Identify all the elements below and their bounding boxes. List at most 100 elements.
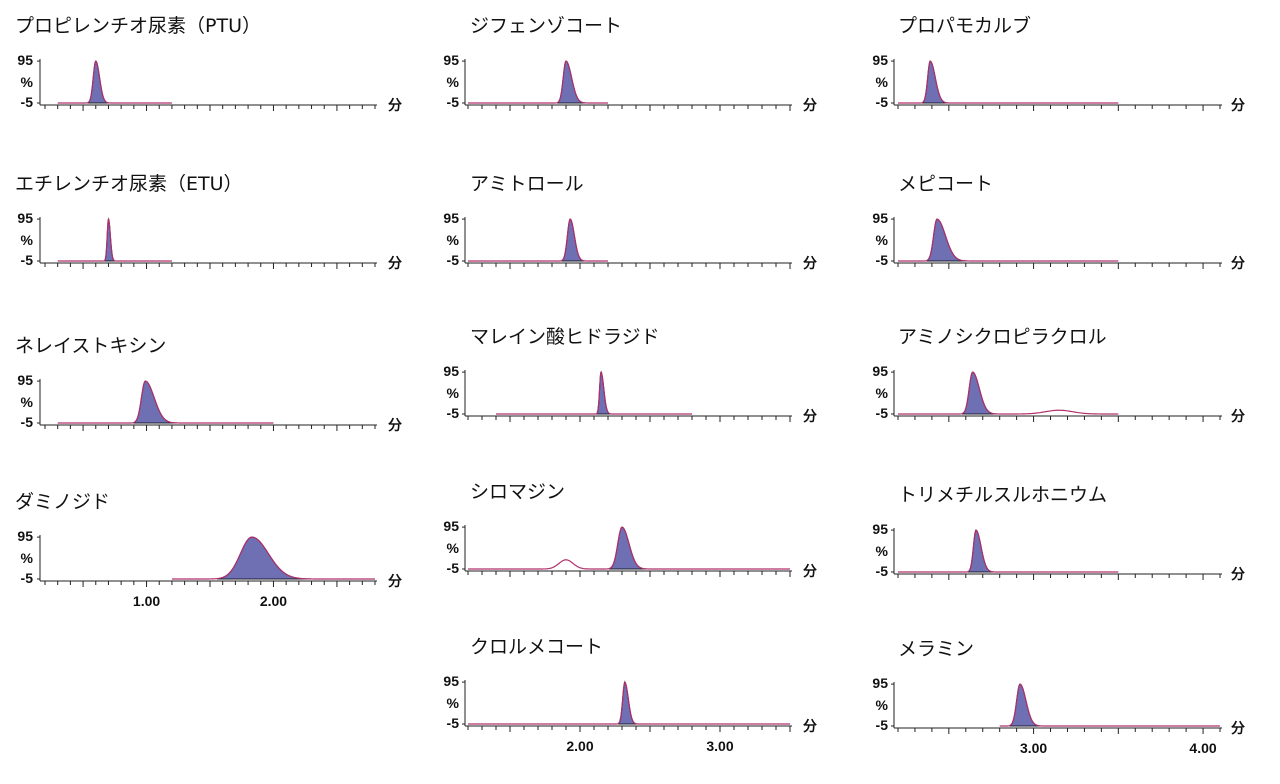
signal-trace [898,529,1119,573]
chromatogram-panel: ダミノジド 95% -5 分 1.00 2.00 [15,491,402,609]
chromatogram-panel: クロルメコート 95% -5 分 2.00 3.00 [443,636,817,754]
signal-trace [171,536,375,580]
x-unit-label: 分 [803,256,817,272]
y-tick-label: % [876,232,889,248]
y-tick-label: % [447,74,460,90]
y-tick-label: -5 [876,94,889,110]
y-tick-label: 95 [17,52,33,68]
x-tick-label: 3.00 [706,738,733,754]
y-tick-label: 95 [17,528,33,544]
chromatogram-panel: プロピレンチオ尿素（PTU） 95% -5 分 [15,15,402,114]
x-unit-label: 分 [803,719,817,735]
panel-title: シロマジン [470,481,565,503]
y-tick-label: -5 [21,94,34,110]
chromatogram-panel: エチレンチオ尿素（ETU） 95% -5 分 [15,173,402,272]
y-tick-label: % [447,695,460,711]
chromatogram-panel: メピコート 95% -5 分 [872,173,1245,272]
signal-trace [468,218,608,262]
signal-trace [57,380,274,424]
y-tick-label: % [21,550,34,566]
y-tick-label: % [447,385,460,401]
chromatogram-panel: アミトロール 95% -5 分 [443,173,817,272]
x-unit-label: 分 [803,98,817,114]
x-tick-label: 2.00 [260,593,287,609]
y-tick-label: % [447,232,460,248]
x-unit-label: 分 [1231,721,1245,737]
y-tick-label: 95 [872,363,888,379]
panel-title: ジフェンゾコート [470,15,622,37]
y-tick-label: -5 [447,715,460,731]
y-tick-label: % [447,540,460,556]
chromatogram-panel: マレイン酸ヒドラジド 95% -5 分 [443,326,817,425]
chromatogram-panel: ネレイストキシン 95% -5 分 [15,335,402,434]
y-tick-label: 95 [443,363,459,379]
y-tick-label: 95 [17,210,33,226]
panel-title: ネレイストキシン [15,335,166,357]
x-tick-label: 3.00 [1020,740,1047,756]
y-tick-label: -5 [447,252,460,268]
x-unit-label: 分 [803,409,817,425]
panel-title: ダミノジド [15,491,110,513]
y-tick-label: -5 [21,570,34,586]
y-tick-label: % [876,74,889,90]
x-tick-label: 4.00 [1189,740,1216,756]
y-tick-label: -5 [876,252,889,268]
panel-title: マレイン酸ヒドラジド [470,326,660,348]
y-tick-label: % [21,394,34,410]
chromatogram-panel: メラミン 95% -5 分 3.00 4.00 [872,638,1245,756]
chromatogram-panel: シロマジン 95% -5 分 [443,481,817,580]
x-unit-label: 分 [1231,256,1245,272]
y-tick-label: 95 [872,210,888,226]
x-unit-label: 分 [388,418,402,434]
panel-title: エチレンチオ尿素（ETU） [15,173,243,195]
signal-trace [468,60,608,104]
y-tick-label: 95 [443,210,459,226]
y-tick-label: 95 [872,52,888,68]
panel-title: トリメチルスルホニウム [898,484,1107,506]
signal-trace [468,680,790,725]
panel-title: メピコート [898,173,993,195]
peak-area [217,536,319,580]
chromatogram-panel: ジフェンゾコート 95% -5 分 [443,15,817,114]
x-unit-label: 分 [1231,409,1245,425]
y-tick-label: 95 [443,518,459,534]
y-tick-label: -5 [21,414,34,430]
x-unit-label: 分 [803,564,817,580]
signal-trace [898,218,1119,262]
signal-trace [999,683,1220,727]
x-unit-label: 分 [388,98,402,114]
peak-area [87,60,112,104]
peak-area [561,218,588,262]
y-tick-label: -5 [447,405,460,421]
y-tick-label: % [876,697,889,713]
signal-trace [898,60,1119,104]
signal-trace [468,526,790,570]
panel-title: プロパモカルブ [898,14,1031,37]
y-tick-label: 95 [17,372,33,388]
y-tick-label: % [21,232,34,248]
panel-title: アミトロール [470,173,584,195]
x-tick-label: 2.00 [566,738,593,754]
y-tick-label: -5 [876,405,889,421]
chromatogram-panel: プロパモカルブ 95% -5 分 [872,14,1245,114]
panel-title: アミノシクロピラクロル [898,326,1107,348]
panel-title: クロルメコート [470,636,603,658]
x-unit-label: 分 [388,574,402,590]
panel-title: メラミン [898,638,974,660]
y-tick-label: 95 [872,675,888,691]
panel-title: プロピレンチオ尿素（PTU） [15,15,261,37]
y-tick-label: 95 [443,673,459,689]
x-unit-label: 分 [1231,98,1245,114]
signal-trace [496,370,692,415]
y-tick-label: 95 [443,52,459,68]
y-tick-label: % [21,74,34,90]
y-tick-label: -5 [447,560,460,576]
y-tick-label: 95 [872,521,888,537]
x-tick-label: 1.00 [133,593,160,609]
signal-trace [57,60,172,104]
signal-trace [898,371,1119,415]
y-tick-label: -5 [447,94,460,110]
x-unit-label: 分 [1231,567,1245,583]
signal-trace [57,217,172,262]
